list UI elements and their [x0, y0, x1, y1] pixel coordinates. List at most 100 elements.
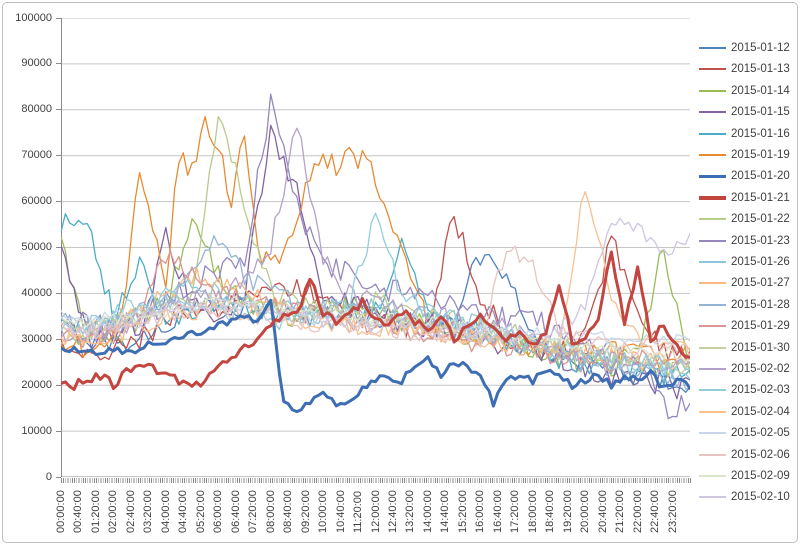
legend-label: 2015-02-09 [731, 470, 790, 482]
y-tick-mark [56, 292, 61, 294]
x-tick-label: 15:20:00 [456, 490, 469, 533]
legend-label: 2015-01-15 [731, 106, 790, 119]
legend-item: 2015-01-27 [699, 276, 790, 290]
legend-swatch [699, 68, 726, 71]
legend-item: 2015-02-05 [699, 426, 790, 440]
legend-item: 2015-01-28 [699, 298, 790, 312]
y-tick-label: 40000 [21, 286, 52, 299]
legend-swatch [699, 47, 726, 49]
legend-label: 2015-02-02 [731, 363, 790, 375]
legend-label: 2015-01-26 [731, 256, 790, 268]
x-tick-label: 07:20:00 [247, 490, 260, 533]
legend-item: 2015-01-13 [699, 62, 790, 76]
legend-label: 2015-01-22 [731, 213, 790, 226]
x-tick-label: 22:40:00 [649, 490, 662, 533]
y-tick-mark [56, 155, 61, 157]
x-axis-tick-comb [61, 478, 691, 483]
x-tick-label: 06:00:00 [212, 490, 225, 533]
series-line-2015-01-21 [61, 250, 690, 391]
legend-item: 2015-01-30 [699, 341, 790, 355]
y-tick-label: 10000 [21, 424, 52, 437]
series-line-2015-02-05 [61, 298, 690, 345]
legend-swatch [699, 239, 726, 242]
y-tick-mark [56, 17, 61, 19]
x-tick-label: 12:40:00 [386, 490, 399, 533]
legend-swatch [699, 496, 726, 499]
y-tick-label: 70000 [21, 149, 52, 162]
legend-label: 2015-02-06 [731, 448, 790, 461]
x-tick-label: 00:00:00 [55, 490, 67, 533]
x-tick-label: 11:20:00 [352, 490, 365, 533]
legend-item: 2015-02-09 [699, 469, 790, 483]
legend-label: 2015-01-28 [731, 298, 790, 311]
legend-swatch [699, 282, 726, 285]
legend-item: 2015-01-19 [699, 148, 790, 162]
legend-item: 2015-01-26 [699, 255, 790, 269]
x-tick-label: 08:40:00 [282, 490, 295, 533]
legend-label: 2015-01-23 [731, 234, 790, 247]
x-tick-label: 18:00:00 [526, 490, 539, 533]
legend-item: 2015-01-14 [699, 84, 790, 98]
legend-item: 2015-01-21 [699, 191, 790, 205]
x-tick-label: 14:40:00 [439, 490, 452, 533]
x-tick-label: 04:00:00 [159, 490, 172, 533]
y-tick-mark [56, 338, 61, 340]
x-tick-label: 18:40:00 [544, 490, 557, 533]
legend-label: 2015-02-05 [731, 427, 790, 440]
x-tick-label: 04:40:00 [177, 490, 190, 533]
legend-label: 2015-01-16 [731, 127, 790, 140]
series-line-2015-02-10 [61, 217, 690, 344]
legend-swatch [699, 410, 726, 413]
x-tick-label: 21:20:00 [614, 490, 627, 533]
x-tick-label: 17:20:00 [509, 490, 522, 533]
y-tick-label: 30000 [21, 332, 52, 345]
series-line-2015-01-29 [61, 250, 690, 373]
x-tick-label: 10:00:00 [317, 490, 330, 533]
y-tick-mark [56, 63, 61, 65]
x-tick-label: 01:20:00 [89, 490, 102, 533]
legend-item: 2015-01-15 [699, 105, 790, 119]
x-tick-label: 06:40:00 [229, 490, 242, 533]
y-tick-label: 0 [45, 470, 52, 483]
x-tick-label: 02:00:00 [107, 490, 120, 533]
legend-label: 2015-01-13 [731, 63, 790, 76]
legend-swatch [699, 432, 726, 435]
legend-item: 2015-01-20 [699, 169, 790, 183]
legend-swatch [699, 303, 726, 306]
legend-item: 2015-02-03 [699, 383, 790, 397]
legend-item: 2015-02-10 [699, 490, 790, 504]
legend-swatch [699, 261, 726, 263]
legend-label: 2015-01-21 [731, 191, 790, 204]
x-tick-label: 02:40:00 [124, 490, 137, 533]
series-line-2015-01-16 [61, 213, 690, 386]
y-tick-mark [56, 247, 61, 248]
legend-swatch [699, 325, 726, 328]
y-tick-mark [56, 109, 61, 111]
y-tick-mark [56, 476, 61, 478]
legend-label: 2015-01-14 [731, 84, 790, 97]
legend-swatch [699, 475, 726, 477]
y-tick-label: 20000 [21, 378, 52, 391]
x-tick-label: 10:40:00 [334, 490, 347, 533]
x-tick-label: 00:40:00 [72, 490, 85, 533]
legend-item: 2015-01-23 [699, 234, 790, 248]
legend-item: 2015-01-22 [699, 212, 790, 226]
x-tick-label: 05:20:00 [194, 490, 207, 533]
series-line-2015-02-06 [61, 245, 690, 360]
x-tick-label: 16:00:00 [474, 490, 487, 533]
series-line-2015-02-09 [61, 295, 690, 363]
series-line-2015-02-03 [61, 212, 690, 375]
legend-item: 2015-01-12 [699, 41, 790, 55]
x-tick-label: 20:40:00 [596, 490, 609, 533]
legend-label: 2015-01-19 [731, 149, 790, 161]
legend-swatch [699, 111, 726, 114]
legend: 2015-01-12 2015-01-13 2015-01-14 2015-01-15… [699, 0, 798, 545]
y-tick-mark [56, 384, 61, 386]
legend-swatch [699, 218, 726, 221]
legend-item: 2015-01-29 [699, 319, 790, 333]
legend-item: 2015-02-02 [699, 362, 790, 376]
legend-label: 2015-01-12 [731, 42, 790, 54]
legend-label: 2015-01-27 [731, 277, 790, 290]
x-tick-label: 23:20:00 [666, 490, 679, 533]
x-tick-label: 13:20:00 [404, 490, 417, 533]
